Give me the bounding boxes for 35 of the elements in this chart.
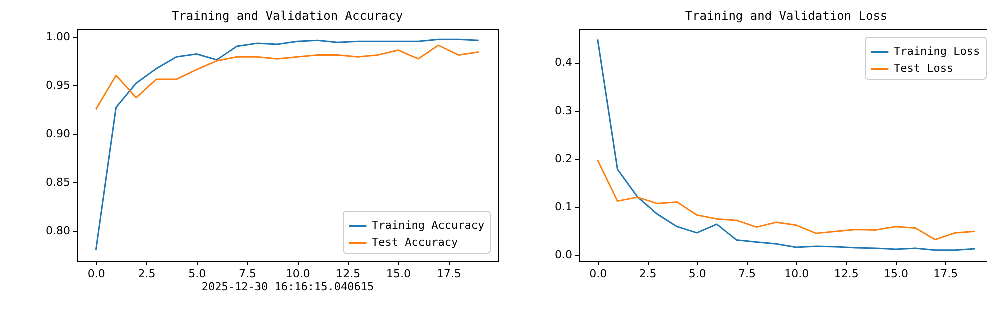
x-tick-label: 12.5	[834, 268, 859, 280]
x-tick-label: 5.0	[188, 268, 206, 280]
x-tick-label: 2.5	[639, 268, 657, 280]
x-tick-label: 17.5	[934, 268, 958, 280]
line-series	[597, 160, 976, 241]
line-series	[95, 44, 480, 110]
y-tick-label: 0.0	[555, 248, 572, 262]
x-tick-label: 15.0	[386, 268, 412, 280]
legend-label: Training Accuracy	[372, 219, 485, 232]
y-tick-label: 0.1	[555, 200, 572, 214]
chart-title: Training and Validation Accuracy	[172, 9, 404, 23]
legend-label: Test Accuracy	[372, 236, 458, 249]
legend-label: Test Loss	[894, 62, 954, 75]
y-tick-label: 0.2	[555, 152, 572, 166]
x-axis-title: 2025-12-30 16:16:15.040615	[202, 280, 374, 294]
y-tick-label: 0.4	[555, 56, 572, 70]
x-tick-label: 12.5	[336, 268, 361, 280]
chart-title: Training and Validation Loss	[685, 9, 888, 23]
x-tick-label: 2.5	[138, 268, 156, 280]
y-tick-label: 0.80	[46, 224, 70, 238]
x-tick-label: 17.5	[436, 268, 462, 280]
x-tick-label: 7.5	[738, 268, 756, 280]
y-tick-label: 0.90	[46, 127, 70, 140]
x-tick-label: 7.5	[238, 268, 256, 280]
y-tick-label: 0.85	[46, 176, 70, 189]
x-tick-label: 15.0	[884, 268, 908, 280]
x-tick-label: 10.0	[286, 268, 310, 280]
y-tick-label: 0.3	[555, 104, 572, 118]
x-tick-label: 10.0	[784, 268, 810, 280]
x-tick-label: 5.0	[688, 268, 706, 280]
x-tick-label: 0.0	[88, 268, 106, 280]
y-tick-label: 1.00	[46, 30, 70, 44]
y-tick-label: 0.95	[46, 78, 70, 92]
x-tick-label: 0.0	[590, 268, 608, 280]
legend-label: Training Loss	[894, 45, 980, 58]
